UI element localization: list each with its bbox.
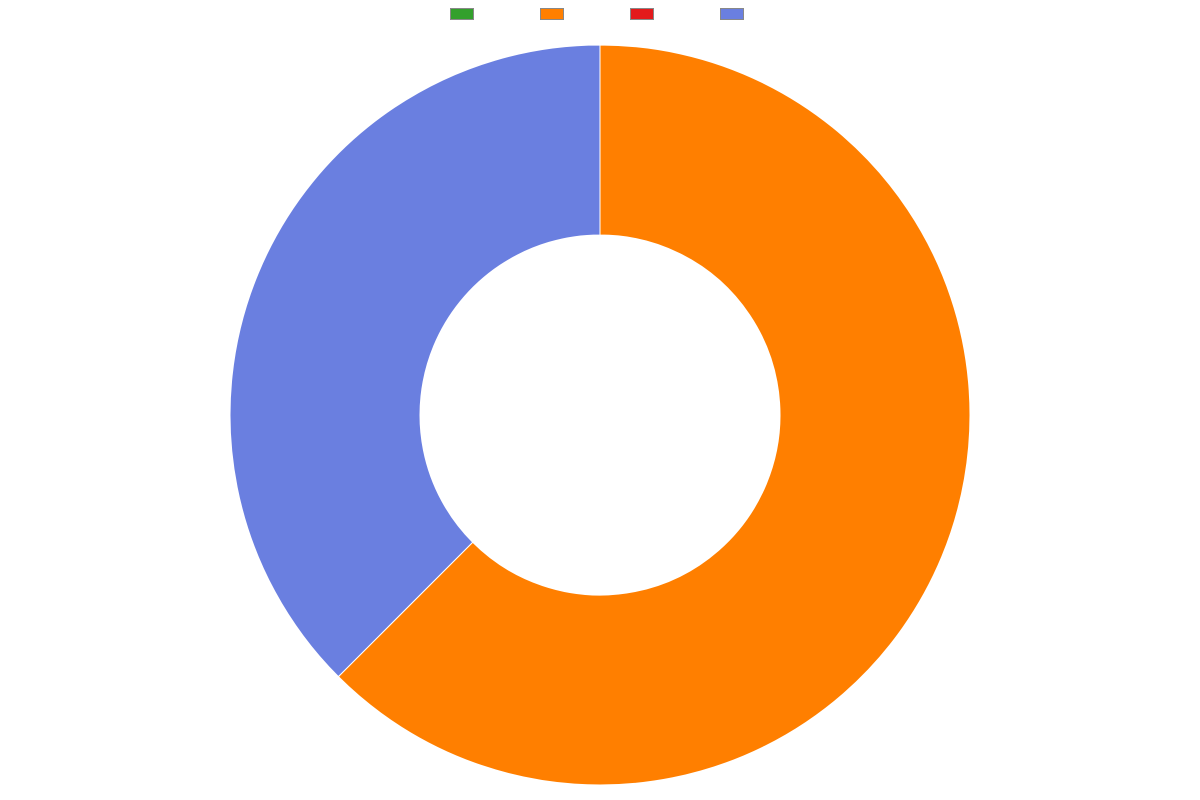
donut-chart	[0, 30, 1200, 800]
legend-item	[450, 8, 480, 20]
donut-slice	[230, 45, 600, 677]
legend-swatch-4	[720, 8, 744, 20]
legend-swatch-1	[450, 8, 474, 20]
legend-swatch-3	[630, 8, 654, 20]
chart-legend	[450, 8, 750, 20]
legend-item	[540, 8, 570, 20]
legend-swatch-2	[540, 8, 564, 20]
legend-item	[720, 8, 750, 20]
legend-item	[630, 8, 660, 20]
donut-chart-container	[0, 30, 1200, 800]
